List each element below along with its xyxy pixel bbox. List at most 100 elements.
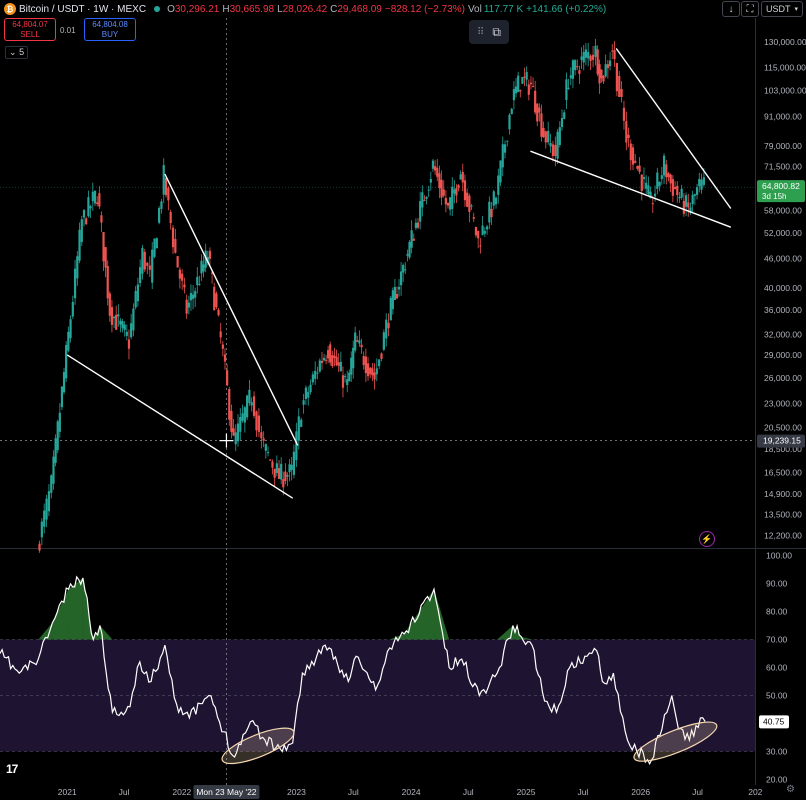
candle-body [678, 196, 681, 199]
candle-body [687, 202, 690, 208]
rsi-tick-label: 20.00 [766, 774, 788, 784]
candle-body [148, 265, 151, 270]
price-tick-label: 20,500.00 [764, 422, 802, 432]
candle-body [410, 230, 413, 248]
candle-body [576, 66, 579, 68]
candle-body [673, 187, 677, 190]
rsi-overbought-fill [99, 625, 113, 640]
tradingview-logo-icon: 17 [6, 762, 18, 776]
candle-body [477, 230, 480, 239]
candle-body [40, 521, 43, 538]
rsi-overbought-fill [497, 625, 513, 640]
candle-body [210, 272, 214, 274]
candle-body [438, 173, 441, 189]
candle-body [419, 201, 422, 222]
candle-body [416, 222, 420, 228]
price-tick-label: 103,000.00 [764, 85, 806, 95]
candle-body [208, 250, 212, 259]
candle-body [76, 256, 79, 279]
candle-body [608, 60, 612, 67]
candle-body [587, 52, 590, 59]
crosshair-price-value: 19,239.15 [763, 436, 801, 446]
candle-body [87, 197, 90, 217]
candle-body [512, 89, 516, 101]
rsi-line [0, 575, 706, 766]
gear-icon[interactable]: ⚙ [786, 784, 795, 795]
candle-body [60, 386, 64, 408]
candle-body [236, 423, 240, 442]
sell-button[interactable]: 64,804.07 SELL [4, 18, 56, 41]
candle-body [322, 357, 326, 361]
candle-body [257, 415, 261, 432]
candle-body [693, 194, 696, 196]
floating-toolbar[interactable]: ⠿ ⧉ [469, 20, 509, 44]
candle-body [343, 376, 347, 378]
candle-body [423, 200, 426, 202]
indicators-toggle[interactable]: ⌄ 5 [5, 46, 29, 59]
candle-body [569, 75, 572, 79]
candle-body [558, 127, 561, 145]
price-tick-label: 52,000.00 [764, 228, 802, 238]
candle-body [164, 177, 168, 196]
candle-body [649, 191, 652, 199]
candle-body [589, 55, 592, 61]
ohlc-low-value: 28,026.42 [282, 3, 328, 15]
candle-body [307, 391, 310, 398]
candle-body [80, 219, 83, 243]
candle-body [640, 174, 643, 191]
candle-body [309, 384, 312, 393]
candle-body [485, 226, 489, 230]
candle-body [155, 238, 158, 249]
candle-body [606, 64, 609, 69]
candle-body [280, 463, 283, 480]
price-tick-label: 23,000.00 [764, 398, 802, 408]
candle-body [196, 276, 199, 286]
candle-body [217, 309, 220, 316]
candle-body [602, 75, 605, 82]
drag-handle-icon[interactable]: ⠿ [477, 26, 485, 38]
candle-body [629, 143, 632, 161]
candle-body [468, 195, 471, 212]
candle-body [510, 108, 513, 115]
candle-body [341, 375, 345, 388]
rsi-ellipse-annotation-2 [633, 721, 718, 762]
candle-body [206, 256, 209, 264]
candle-body [262, 438, 265, 441]
object-tree-icon[interactable]: ⧉ [492, 24, 501, 39]
symbol-title[interactable]: Bitcoin / USDT · 1W · MEXC [19, 3, 147, 15]
candle-body [459, 174, 462, 180]
candle-body [266, 452, 270, 454]
price-tick-label: 13,500.00 [764, 510, 802, 520]
candle-body [636, 165, 639, 169]
candle-body [71, 301, 74, 317]
price-tick-label: 18,500.00 [764, 444, 802, 454]
candle-body [397, 286, 401, 290]
candle-body [67, 331, 70, 351]
buy-price: 64,804.08 [92, 20, 128, 29]
candle-body [134, 290, 137, 308]
buy-button[interactable]: 64,804.08 BUY [84, 18, 136, 41]
currency-select[interactable]: USDT ▾ [761, 1, 803, 17]
buy-label: BUY [101, 30, 119, 39]
candle-body [360, 344, 363, 348]
candle-body [431, 160, 435, 169]
arrow-down-icon[interactable]: ↓ [722, 1, 740, 17]
candle-body [56, 421, 59, 451]
ohlc-close-key: C [330, 3, 338, 15]
fullscreen-icon[interactable]: ⛶ [741, 1, 759, 17]
candle-body [162, 165, 165, 195]
bolt-icon[interactable]: ⚡ [699, 531, 715, 547]
candle-body [536, 103, 539, 122]
volume-key: Vol [467, 3, 482, 15]
candle-body [43, 510, 46, 527]
candle-body [457, 185, 460, 189]
candle-body [108, 293, 111, 316]
candle-body [100, 215, 103, 223]
candle-body [598, 64, 601, 84]
candle-body [292, 451, 296, 475]
candle-body [346, 379, 349, 386]
volume-value: 117.77 K [483, 3, 524, 15]
candle-body [425, 196, 428, 199]
candle-body [151, 249, 154, 283]
